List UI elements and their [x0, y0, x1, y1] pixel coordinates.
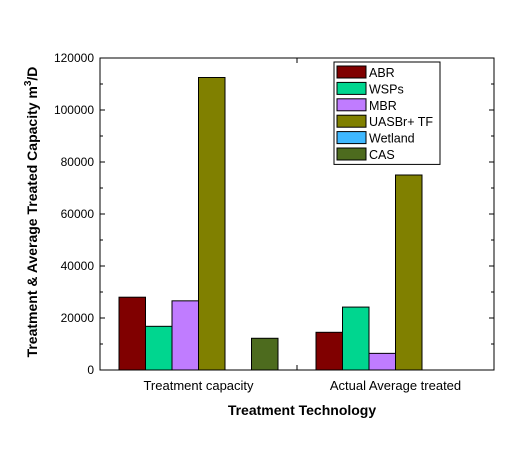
bar-cas: [251, 337, 279, 371]
x-tick-label: Treatment capacity: [143, 378, 254, 393]
y-tick-label: 120000: [54, 51, 94, 65]
y-axis-title-superscript: 3: [23, 80, 34, 86]
y-axis-title-main: Treatment & Average Treated Capacity m: [24, 86, 40, 357]
y-axis-ticks: 0 20000 40000 60000 80000 100000 120000: [54, 51, 494, 377]
legend-label: CAS: [369, 148, 395, 162]
y-tick-label: 0: [87, 363, 94, 377]
bar-uasbr-tf: [395, 174, 423, 371]
legend-swatch: [336, 114, 367, 128]
bar-mbr: [171, 300, 199, 371]
x-tick-label: Actual Average treated: [330, 378, 461, 393]
y-tick-label: 20000: [61, 311, 95, 325]
x-axis-title: Treatment Technology: [228, 402, 377, 418]
legend-label: UASBr+ TF: [369, 115, 433, 129]
legend-label: Wetland: [369, 132, 415, 146]
bar-wsps: [145, 325, 173, 371]
y-axis-title: Treatment & Average Treated Capacity m3/…: [23, 67, 40, 358]
bar-wsps: [342, 306, 370, 371]
legend-swatch: [336, 65, 367, 79]
y-tick-label: 100000: [54, 103, 94, 117]
y-tick-label: 60000: [61, 207, 95, 221]
bar-abr: [315, 331, 343, 371]
legend-swatch: [336, 131, 367, 145]
legend-box: [333, 61, 441, 165]
y-axis-title-suffix: /D: [24, 67, 40, 81]
legend-swatch: [336, 81, 367, 95]
bar-mbr: [368, 352, 396, 371]
legend-swatch: [336, 98, 367, 112]
x-axis-ticks: Treatment capacity Actual Average treated: [143, 58, 461, 393]
legend-label: MBR: [369, 99, 397, 113]
y-tick-label: 40000: [61, 259, 95, 273]
legend-swatch: [336, 147, 367, 161]
legend: ABR WSPs MBR UASBr+ TF Wetland CAS: [333, 61, 441, 165]
legend-label: ABR: [369, 66, 395, 80]
bar-uasbr-tf: [198, 77, 226, 371]
bars: [118, 77, 423, 371]
y-tick-label: 80000: [61, 155, 95, 169]
bar-abr: [118, 296, 146, 371]
legend-label: WSPs: [369, 82, 404, 96]
